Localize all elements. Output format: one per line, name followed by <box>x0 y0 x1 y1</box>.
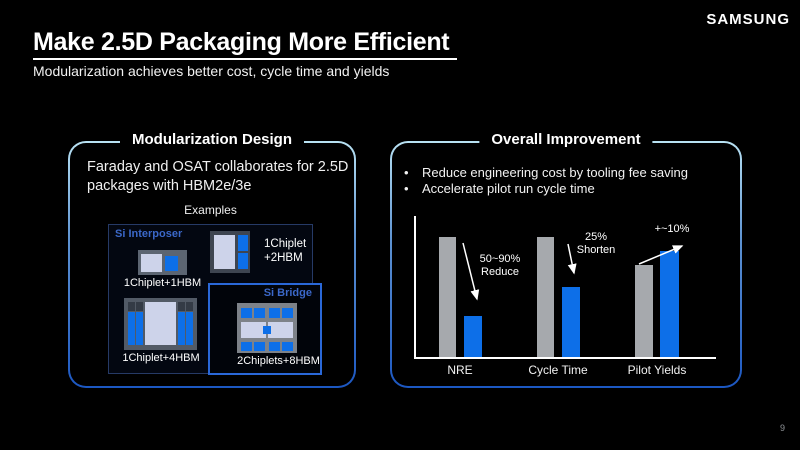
bullet-icon: • <box>404 165 409 180</box>
page-number: 9 <box>779 423 785 433</box>
bar-pilotyields-gray <box>635 265 653 357</box>
examples-label: Examples <box>184 203 237 217</box>
hbm-block <box>254 342 265 351</box>
bullet-text: Accelerate pilot run cycle time <box>422 181 595 196</box>
diagram-label-line1: 1Chiplet <box>264 238 307 250</box>
page-subtitle: Modularization achieves better cost, cyc… <box>33 63 390 79</box>
cap-block <box>136 302 143 311</box>
chip-diagram-1chiplet-2hbm <box>210 231 250 273</box>
hbm-block <box>269 308 280 318</box>
hbm-block <box>269 342 280 351</box>
annotation-line: 50~90% <box>479 253 521 265</box>
hbm-block <box>178 312 185 345</box>
left-panel-header: Modularization Design <box>119 131 305 148</box>
bullet-list: • Reduce engineering cost by tooling fee… <box>404 165 729 197</box>
hbm-block <box>128 312 135 345</box>
hbm-block <box>241 308 252 318</box>
category-label-pilotyields: Pilot Yields <box>627 363 687 377</box>
annotation-line: 25% <box>584 231 608 243</box>
hbm-block <box>238 235 248 251</box>
category-label-cycletime: Cycle Time <box>528 363 588 377</box>
chiplet-die <box>268 322 293 338</box>
chiplet-die <box>145 302 176 345</box>
si-bridge-label: Si Bridge <box>263 287 312 299</box>
diagram-label: 1Chiplet+4HBM <box>122 352 200 364</box>
chip-diagram-1chiplet-4hbm <box>124 298 197 350</box>
bar-nre-blue <box>464 316 482 357</box>
annotation-nre: 50~90% Reduce <box>472 253 528 279</box>
bullet-text: Reduce engineering cost by tooling fee s… <box>422 165 688 180</box>
diagram-label: 2Chiplets+8HBM <box>237 355 320 367</box>
title-underline <box>33 58 457 60</box>
hbm-block <box>282 342 293 351</box>
hbm-block <box>186 312 193 345</box>
cap-block <box>178 302 185 311</box>
page-title: Make 2.5D Packaging More Efficient <box>33 28 450 56</box>
cap-block <box>128 302 135 311</box>
samsung-logo: SAMSUNG <box>706 11 790 28</box>
annotation-pilotyields: +~10% <box>642 223 702 236</box>
chip-diagram-1chiplet-1hbm <box>138 250 187 275</box>
hbm-block <box>254 308 265 318</box>
annotation-line: Reduce <box>481 266 519 278</box>
cap-block <box>186 302 193 311</box>
bar-cycletime-gray <box>537 237 554 357</box>
bullet-icon: • <box>404 181 409 196</box>
right-panel-header: Overall Improvement <box>479 131 653 148</box>
improvement-bar-chart: 50~90% Reduce 25% Shorten +~10% NRE Cycl… <box>414 216 716 377</box>
diagram-label-line2: +2HBM <box>264 252 303 264</box>
hbm-block <box>136 312 143 345</box>
hbm-block <box>241 342 252 351</box>
diagram-label: 1Chiplet+1HBM <box>123 277 202 289</box>
bar-pilotyields-blue <box>660 251 679 357</box>
si-interposer-label: Si Interposer <box>115 228 183 240</box>
annotation-cycletime: 25% Shorten <box>566 231 626 257</box>
diagram-label: 1Chiplet +2HBM <box>264 237 306 265</box>
category-label-nre: NRE <box>447 363 473 377</box>
hbm-block <box>238 253 248 269</box>
chiplet-die <box>141 254 162 272</box>
bullet-item: • Accelerate pilot run cycle time <box>404 181 729 197</box>
bar-nre-gray <box>439 237 456 357</box>
hbm-block <box>165 256 178 271</box>
annotation-line: Shorten <box>576 244 616 256</box>
bar-cycletime-blue <box>562 287 580 357</box>
bullet-item: • Reduce engineering cost by tooling fee… <box>404 165 729 181</box>
annotation-line: +~10% <box>654 223 690 235</box>
chiplet-die <box>214 235 235 269</box>
left-panel-text: Faraday and OSAT collaborates for 2.5D p… <box>87 159 349 194</box>
chip-diagram-2chiplets-8hbm <box>237 303 297 353</box>
hbm-block <box>282 308 293 318</box>
bridge-block <box>263 326 271 334</box>
chiplet-die <box>241 322 266 338</box>
